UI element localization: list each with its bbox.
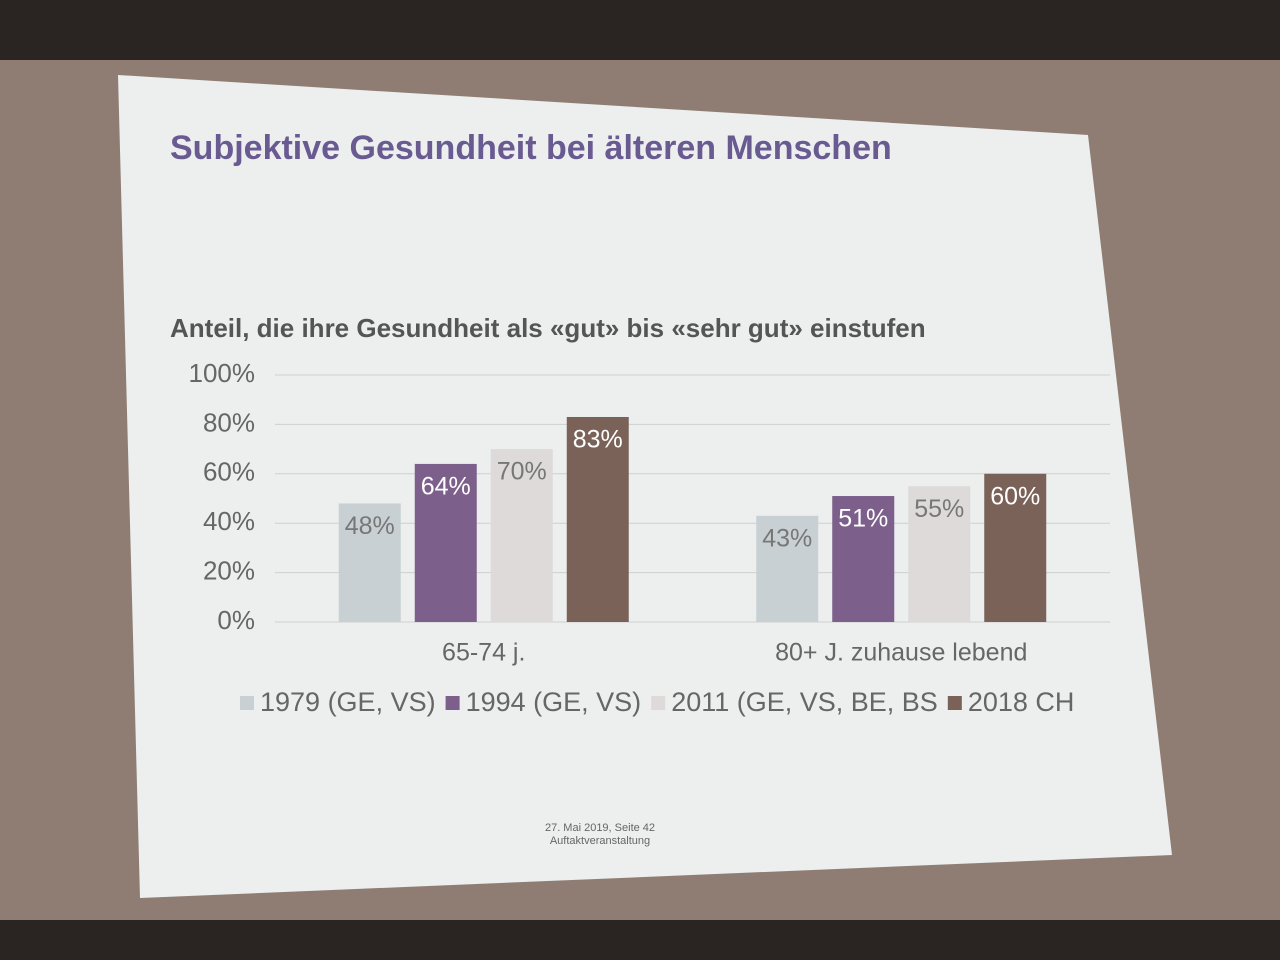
legend-label: 2011 (GE, VS, BE, BS — [671, 687, 938, 717]
value-label: 60% — [990, 482, 1040, 510]
x-tick-label: 65-74 j. — [442, 639, 525, 667]
footer-date: 27. Mai 2019, Seite 42 — [545, 822, 655, 834]
bar — [566, 416, 629, 622]
legend-swatch — [240, 696, 254, 710]
chart-title: Subjektive Gesundheit bei älteren Mensch… — [170, 129, 892, 167]
bar — [414, 463, 477, 622]
bar — [338, 503, 401, 622]
bar — [832, 496, 895, 622]
value-label: 51% — [838, 505, 888, 533]
legend-label: 1994 (GE, VS) — [466, 687, 642, 717]
legend-swatch — [651, 696, 666, 710]
y-tick-label: 0% — [217, 605, 255, 635]
slide — [118, 75, 1172, 898]
value-label: 48% — [345, 512, 395, 540]
chart-subtitle: Anteil, die ihre Gesundheit als «gut» bi… — [170, 313, 926, 343]
legend-label: 2018 CH — [968, 687, 1075, 717]
y-tick-label: 100% — [189, 358, 256, 388]
value-label: 55% — [914, 495, 964, 523]
value-label: 43% — [762, 524, 812, 552]
legend-swatch — [947, 696, 962, 710]
y-tick-label: 20% — [203, 555, 255, 585]
y-tick-label: 80% — [203, 407, 255, 437]
legend-swatch — [445, 696, 460, 710]
legend-label: 1979 (GE, VS) — [260, 687, 436, 717]
value-label: 83% — [573, 426, 623, 454]
bar — [984, 473, 1047, 622]
bar — [908, 486, 971, 622]
bar — [756, 515, 819, 622]
y-tick-label: 60% — [203, 457, 255, 487]
x-tick-label: 80+ J. zuhause lebend — [775, 639, 1027, 667]
value-label: 64% — [421, 473, 471, 501]
value-label: 70% — [497, 458, 547, 486]
y-tick-label: 40% — [203, 506, 255, 536]
bar — [490, 449, 553, 622]
footer-event: Auftaktveranstaltung — [550, 835, 650, 847]
